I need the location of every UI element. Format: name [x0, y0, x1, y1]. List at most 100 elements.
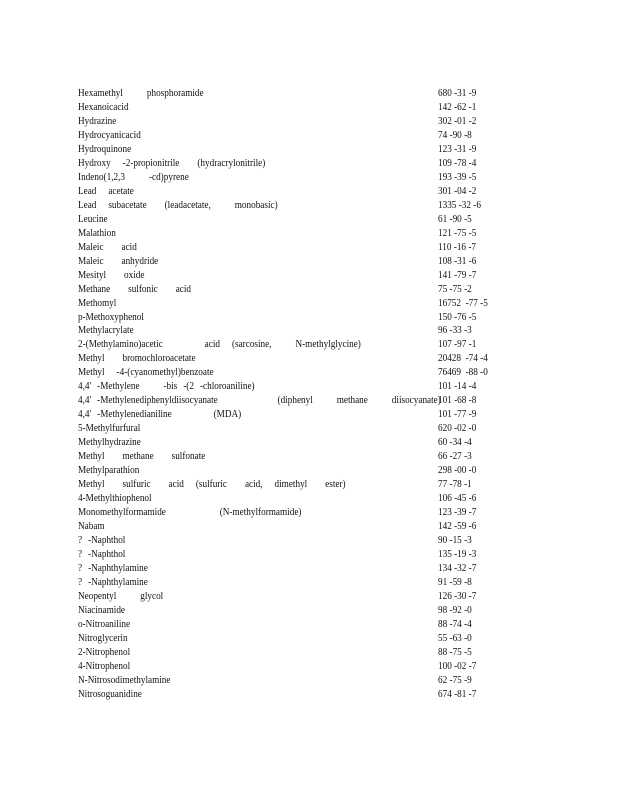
list-item: 5-Methylfurfural 620 -02 -0 [78, 422, 538, 436]
chemical-name: Monomethylformamide (N-methylformamide) [78, 507, 302, 519]
chemical-name: Hexanoicacid [78, 101, 129, 113]
cas-number: 135 -19 -3 [438, 548, 477, 560]
cas-number: 680 -31 -9 [438, 88, 477, 99]
cas-number: 55 -63 -0 [438, 632, 472, 644]
list-item: Neopentyl glycol 126 -30 -7 [78, 590, 538, 604]
list-item: 2-(Methylamino)acetic acid (sarcosine, N… [78, 338, 538, 352]
chemical-name: Hydroquinone [78, 143, 132, 155]
list-item: Hydroquinone 123 -31 -9 [78, 143, 538, 157]
list-item: 4-Methylthiophenol 106 -45 -6 [78, 492, 538, 506]
chemical-name: Nabam [78, 521, 105, 533]
chemical-name: 4,4' -Methylenediphenyldiisocyanate (dip… [78, 395, 441, 407]
chemical-name: p-Methoxyphenol [78, 311, 144, 323]
cas-number: 91 -59 -8 [438, 576, 472, 588]
cas-number: 110 -16 -7 [438, 241, 476, 253]
cas-number: 109 -78 -4 [438, 157, 477, 169]
list-item: Hexanoicacid 142 -62 -1 [78, 101, 538, 115]
cas-number: 61 -90 -5 [438, 213, 472, 225]
list-item: Mesityl oxide 141 -79 -7 [78, 269, 538, 283]
cas-number: 77 -78 -1 [438, 479, 472, 491]
chemical-name: 4-Methylthiophenol [78, 493, 152, 505]
cas-number: 123 -31 -9 [438, 143, 477, 155]
cas-number: 88 -75 -5 [438, 646, 472, 658]
cas-number: 60 -34 -4 [438, 437, 472, 449]
cas-number: 674 -81 -7 [438, 688, 477, 700]
cas-number: 75 -75 -2 [438, 283, 472, 295]
cas-number: 193 -39 -5 [438, 171, 477, 183]
chemical-name: 2-Nitrophenol [78, 646, 131, 658]
list-item: ? -Naphthylamine 91 -59 -8 [78, 576, 538, 590]
chemical-name: 4,4' -Methylenedianiline (MDA) [78, 409, 242, 421]
chemical-name: Nitroglycerin [78, 632, 128, 644]
chemical-name: Methylacrylate [78, 325, 134, 337]
list-item: Methylhydrazine 60 -34 -4 [78, 436, 538, 450]
chemical-name: Methyl sulfuric acid (sulfuric acid, dim… [78, 479, 346, 491]
list-item: ? -Naphthylamine 134 -32 -7 [78, 562, 538, 576]
chemical-name: Lead subacetate (leadacetate, monobasic) [78, 199, 278, 211]
list-item: Methyl bromochloroacetate 20428 -74 -4 [78, 352, 538, 366]
chemical-name: 5-Methylfurfural [78, 423, 141, 435]
list-item: Methyl -4-(cyanomethyl)benzoate 76469 -88… [78, 366, 538, 380]
cas-number: 150 -76 -5 [438, 311, 477, 323]
list-item: Nitroglycerin 55 -63 -0 [78, 632, 538, 646]
list-item: Lead subacetate (leadacetate, monobasic)… [78, 199, 538, 213]
chemical-name: Methyl methane sulfonate [78, 451, 206, 463]
cas-number: 100 -02 -7 [438, 660, 477, 672]
cas-number: 66 -27 -3 [438, 451, 472, 463]
list-item: Lead acetate 301 -04 -2 [78, 185, 538, 199]
list-item: Maleic anhydride 108 -31 -6 [78, 255, 538, 269]
list-item: Malathion 121 -75 -5 [78, 227, 538, 241]
list-item: Methyl sulfuric acid (sulfuric acid, dim… [78, 478, 538, 492]
list-item: Methylparathion 298 -00 -0 [78, 464, 538, 478]
list-item: 2-Nitrophenol 88 -75 -5 [78, 646, 538, 660]
list-item: o-Nitroaniline 88 -74 -4 [78, 618, 538, 632]
chemical-name: ? -Naphthol [78, 535, 126, 546]
list-item: 4,4' -Methylenedianiline (MDA) 101 -77 -9 [78, 408, 538, 422]
list-item: p-Methoxyphenol 150 -76 -5 [78, 311, 538, 325]
chemical-name: o-Nitroaniline [78, 618, 131, 630]
chemical-name: Neopentyl glycol [78, 590, 164, 602]
chemical-name: Methylparathion [78, 465, 140, 477]
cas-number: 101 -68 -8 [438, 395, 477, 407]
chemical-name: Hydrocyanicacid [78, 129, 141, 141]
chemical-name: Nitrosoguanidine [78, 688, 142, 700]
cas-number: 107 -97 -1 [438, 339, 477, 351]
cas-number: 301 -04 -2 [438, 185, 477, 197]
list-item: ? -Naphthol 90 -15 -3 [78, 534, 538, 548]
cas-number: 123 -39 -7 [438, 507, 477, 519]
list-item: 4-Nitrophenol 100 -02 -7 [78, 660, 538, 674]
cas-number: 134 -32 -7 [438, 562, 477, 574]
cas-number: 62 -75 -9 [438, 674, 472, 686]
cas-number: 90 -15 -3 [438, 535, 472, 546]
chemical-name: 4-Nitrophenol [78, 660, 131, 672]
list-item: Hexamethyl phosphoramide 680 -31 -9 [78, 87, 538, 101]
cas-number: 302 -01 -2 [438, 115, 477, 127]
cas-number: 96 -33 -3 [438, 325, 472, 337]
cas-number: 101 -77 -9 [438, 409, 477, 421]
list-item: Leucine 61 -90 -5 [78, 213, 538, 227]
chemical-name: Mesityl oxide [78, 269, 145, 281]
list-item: ? -Naphthol 135 -19 -3 [78, 548, 538, 562]
chemical-name: Methylhydrazine [78, 437, 141, 449]
cas-number: 98 -92 -0 [438, 604, 472, 616]
list-item: Methyl methane sulfonate 66 -27 -3 [78, 450, 538, 464]
list-item: Hydroxy -2-propionitrile (hydracrylonitr… [78, 157, 538, 171]
cas-number: 16752 -77 -5 [438, 297, 488, 309]
list-item: Indeno(1,2,3 -cd)pyrene 193 -39 -5 [78, 171, 538, 185]
cas-number: 126 -30 -7 [438, 590, 477, 602]
list-item: Nitrosoguanidine 674 -81 -7 [78, 688, 538, 702]
cas-number: 1335 -32 -6 [438, 199, 481, 211]
chemical-name: Hexamethyl phosphoramide [78, 88, 204, 99]
chemical-name: Hydroxy -2-propionitrile (hydracrylonitr… [78, 157, 266, 169]
list-item: 4,4' -Methylene -bis -(2 -chloroaniline)… [78, 380, 538, 394]
list-item: Methomyl 16752 -77 -5 [78, 297, 538, 311]
list-item: Niacinamide 98 -92 -0 [78, 604, 538, 618]
list-item: Methane sulfonic acid 75 -75 -2 [78, 283, 538, 297]
list-item: Maleic acid 110 -16 -7 [78, 241, 538, 255]
chemical-name: Lead acetate [78, 185, 134, 197]
chemical-name: 2-(Methylamino)acetic acid (sarcosine, N… [78, 339, 361, 351]
chemical-list: Hexamethyl phosphoramide 680 -31 -9 Hexano… [78, 87, 538, 702]
chemical-name: Leucine [78, 213, 108, 225]
cas-number: 106 -45 -6 [438, 493, 477, 505]
chemical-name: Hydrazine [78, 115, 117, 127]
